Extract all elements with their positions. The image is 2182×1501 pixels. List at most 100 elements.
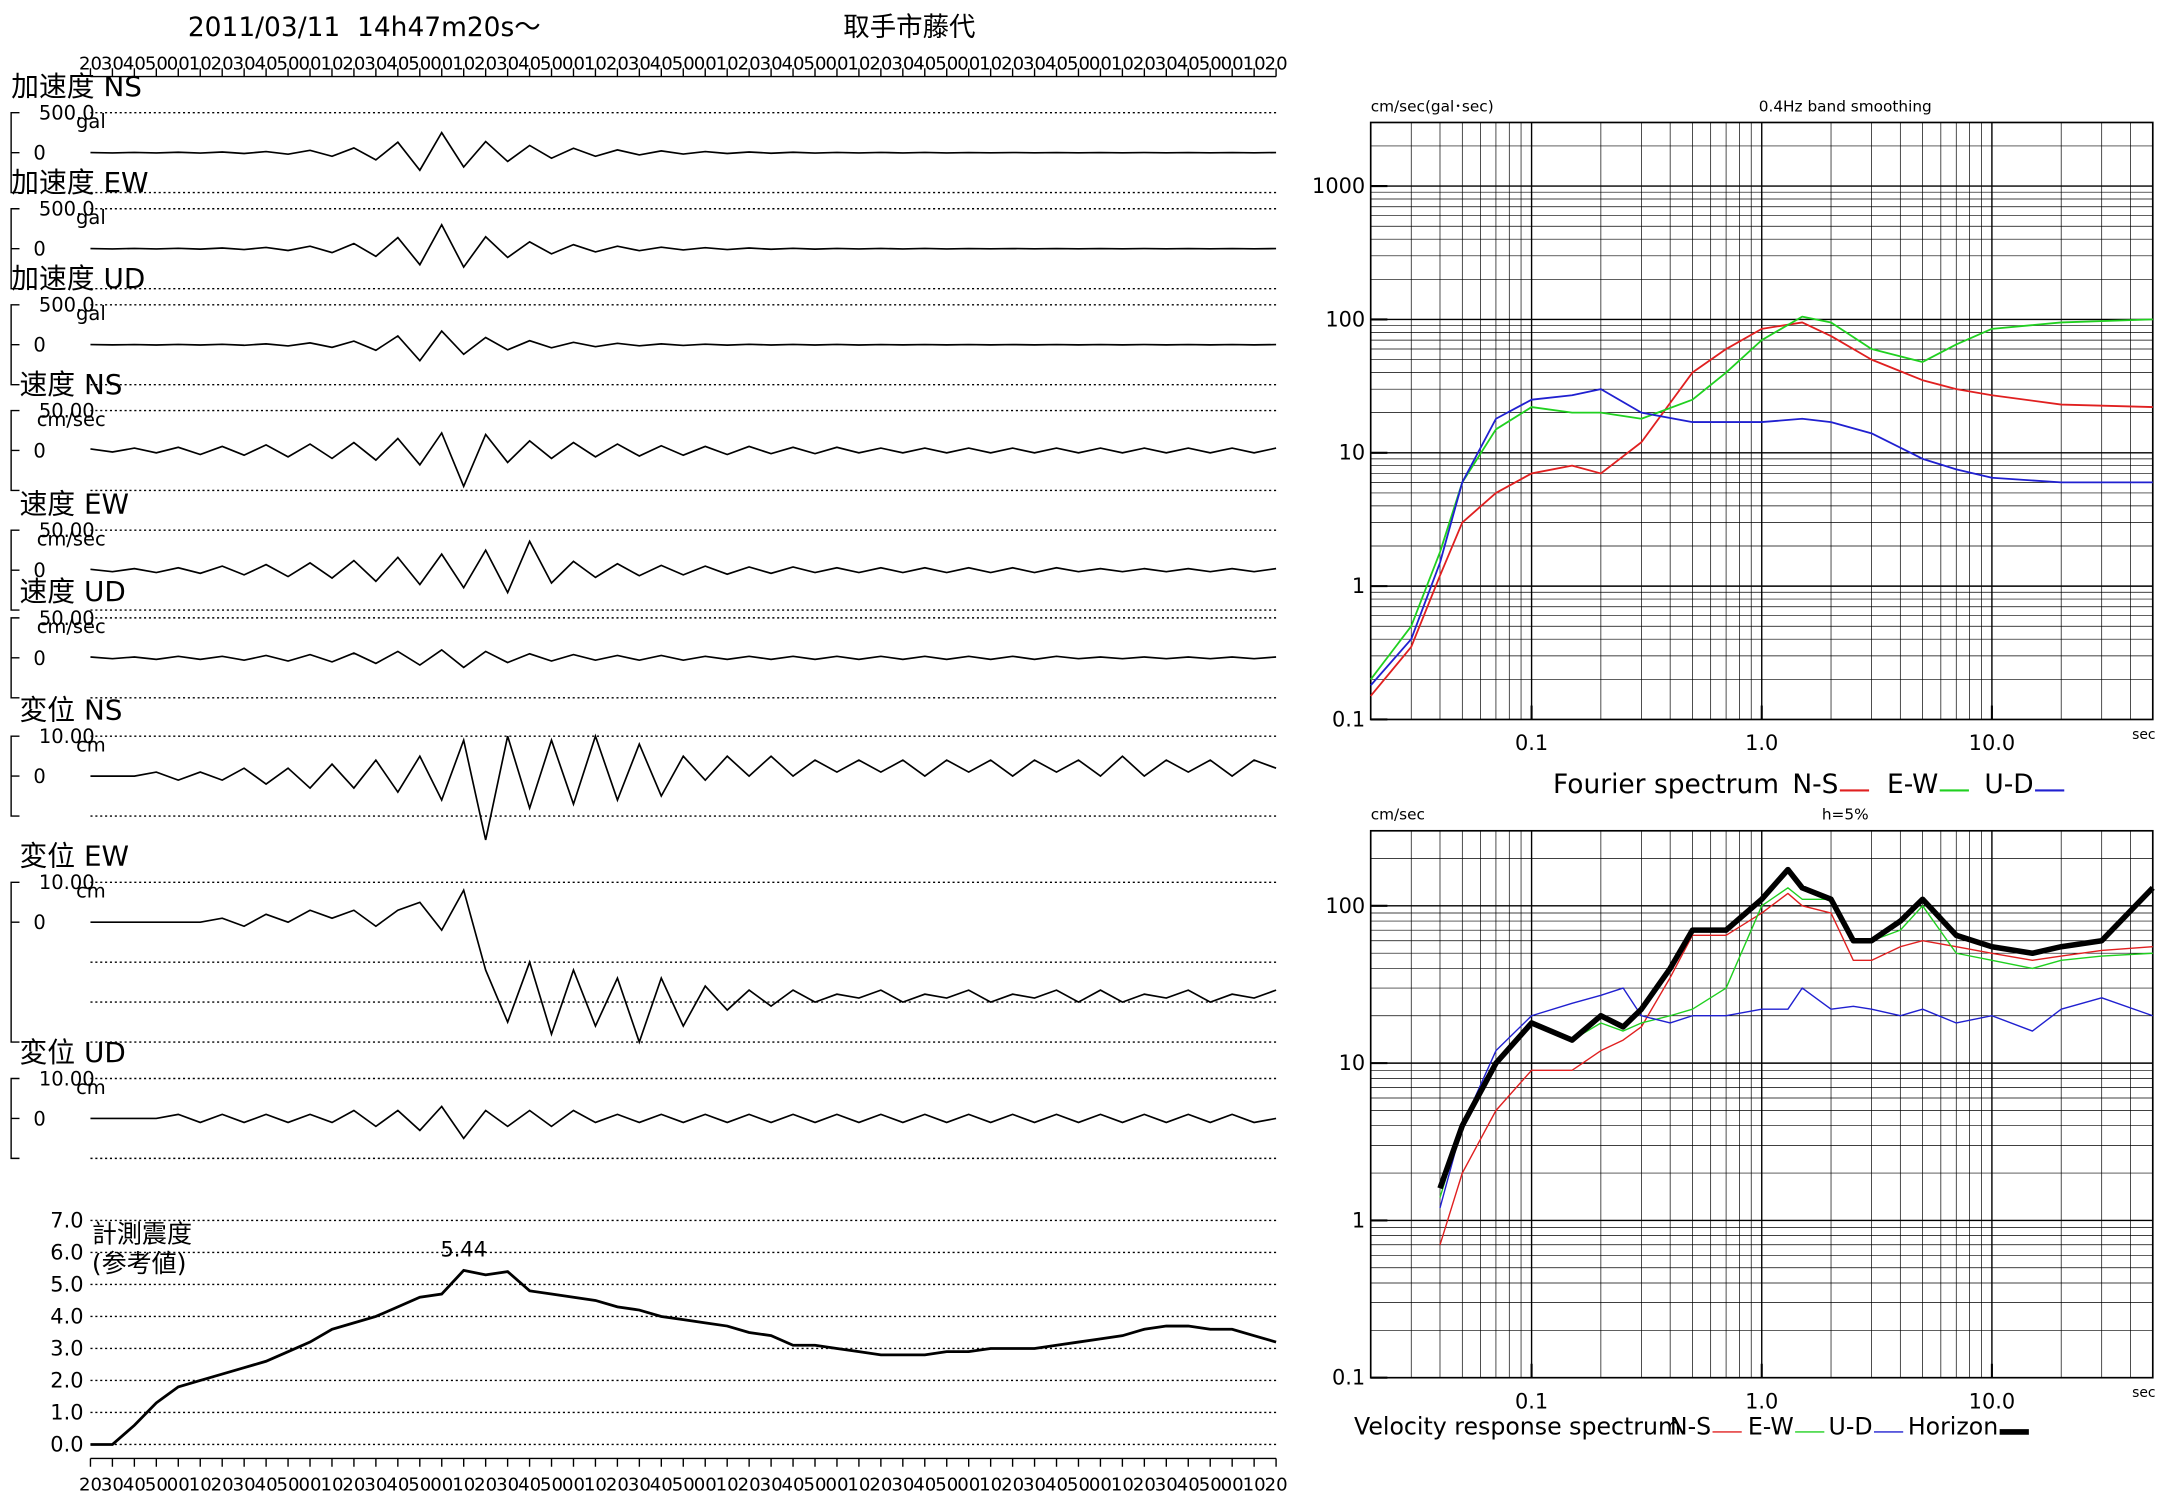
y-tick-label: 1000 xyxy=(1312,174,1365,198)
time-tick-label: 30 xyxy=(1023,1474,1046,1495)
unit-label: cm/sec xyxy=(37,408,106,431)
time-tick-label: 00 xyxy=(694,1474,717,1495)
time-tick-label: 40 xyxy=(255,54,278,75)
trace-bracket xyxy=(10,881,20,1043)
time-tick-label: 00 xyxy=(1221,54,1244,75)
x-axis-label: sec xyxy=(2132,727,2155,743)
x-tick-label: 10.0 xyxy=(1969,1389,2015,1413)
time-tick-label: 10 xyxy=(847,54,870,75)
trace-title: 変位 UD xyxy=(19,1036,125,1069)
spectrum-line xyxy=(1439,987,2154,1209)
trace-title: 加速度 UD xyxy=(11,262,145,295)
y-tick-label: 100 xyxy=(1325,307,1365,331)
time-tick-label: 30 xyxy=(364,1474,387,1495)
trace-title: 速度 NS xyxy=(19,368,122,401)
y-tick-label: 7.0 xyxy=(50,1208,83,1232)
y-tick-label: 500.0 xyxy=(39,294,95,317)
time-tick-label: 10 xyxy=(716,54,739,75)
y-tick-label: 0 xyxy=(33,1107,45,1130)
legend-title: Fourier spectrum xyxy=(1553,769,1779,800)
time-tick-label: 00 xyxy=(299,1474,322,1495)
trace-bracket xyxy=(10,735,20,817)
y-tick-label: 100 xyxy=(1325,894,1365,918)
time-tick-label: 40 xyxy=(1177,1474,1200,1495)
waveform xyxy=(90,222,1277,269)
x-tick-label: 0.1 xyxy=(1515,731,1548,755)
time-tick-label: 50 xyxy=(672,1474,695,1495)
unit-label: cm xyxy=(76,880,106,903)
time-tick-label: 10 xyxy=(1111,54,1134,75)
time-tick-label: 10 xyxy=(584,54,607,75)
chart-title: 0.4Hz band smoothing xyxy=(1759,97,1932,115)
x-tick-label: 1.0 xyxy=(1745,1389,1778,1413)
time-tick-label: 30 xyxy=(1155,54,1178,75)
trace-title: 速度 EW xyxy=(19,488,129,521)
y-tick-label: 0 xyxy=(33,334,45,357)
header-date: 2011/03/11 14h47m20s～ xyxy=(188,12,541,43)
time-tick-label: 10 xyxy=(320,1474,343,1495)
trace-bracket xyxy=(10,409,20,492)
time-tick-label: 30 xyxy=(364,54,387,75)
y-tick-label: 0.1 xyxy=(1332,1366,1365,1390)
trace-bracket xyxy=(10,617,20,699)
time-tick-label: 50 xyxy=(408,54,431,75)
time-tick-label: 20 xyxy=(1265,1474,1288,1495)
time-tick-label: 10 xyxy=(452,1474,475,1495)
trace-title: 速度 UD xyxy=(19,575,125,608)
chart-title: h=5% xyxy=(1822,806,1869,824)
time-tick-label: 40 xyxy=(782,54,805,75)
waveform xyxy=(90,539,1277,595)
time-tick-label: 40 xyxy=(1045,1474,1068,1495)
y-tick-label: 10 xyxy=(1339,1051,1366,1075)
y-axis-label: cm/sec(gal･sec) xyxy=(1371,97,1494,115)
time-tick-label: 20 xyxy=(1001,1474,1024,1495)
waveform xyxy=(90,1105,1277,1140)
time-tick-label: 20 xyxy=(606,54,629,75)
spectrum-line xyxy=(1439,887,2153,1198)
time-tick-label: 00 xyxy=(957,54,980,75)
time-tick-label: 00 xyxy=(167,54,190,75)
time-tick-label: 50 xyxy=(935,1474,958,1495)
legend-label: E-W xyxy=(1887,769,1938,800)
time-tick-label: 20 xyxy=(342,54,365,75)
time-tick-label: 30 xyxy=(760,1474,783,1495)
y-tick-label: 0 xyxy=(33,439,45,462)
time-tick-label: 00 xyxy=(562,54,585,75)
y-tick-label: 50.00 xyxy=(39,399,95,422)
time-tick-label: 10 xyxy=(189,54,212,75)
time-tick-label: 10 xyxy=(979,1474,1002,1495)
trace-title: 変位 EW xyxy=(19,840,129,873)
time-tick-label: 30 xyxy=(496,1474,519,1495)
trace-bracket xyxy=(10,208,20,290)
legend-label: Horizon xyxy=(1908,1413,1998,1441)
time-tick-label: 20 xyxy=(342,1474,365,1495)
time-tick-label: 20 xyxy=(211,1474,234,1495)
y-tick-label: 0.0 xyxy=(50,1432,83,1456)
time-tick-label: 00 xyxy=(430,1474,453,1495)
time-tick-label: 50 xyxy=(1199,54,1222,75)
y-tick-label: 0 xyxy=(33,911,45,934)
time-tick-label: 50 xyxy=(408,1474,431,1495)
unit-label: cm/sec xyxy=(37,615,106,638)
time-tick-label: 20 xyxy=(1001,54,1024,75)
unit-label: cm/sec xyxy=(37,528,106,551)
spectrum-line xyxy=(1437,866,2155,1190)
time-tick-label: 20 xyxy=(738,54,761,75)
y-tick-label: 1.0 xyxy=(50,1400,83,1424)
header-station: 取手市藤代 xyxy=(843,12,975,43)
waveform xyxy=(90,329,1277,363)
time-tick-label: 30 xyxy=(101,54,124,75)
y-tick-label: 1 xyxy=(1352,574,1365,598)
x-tick-label: 10.0 xyxy=(1969,731,2015,755)
time-tick-label: 40 xyxy=(123,1474,146,1495)
time-tick-label: 50 xyxy=(540,54,563,75)
legend-label: U-D xyxy=(1829,1413,1873,1441)
time-tick-label: 50 xyxy=(1199,1474,1222,1495)
legend-label: N-S xyxy=(1792,769,1838,800)
y-tick-label: 0.1 xyxy=(1332,707,1365,731)
time-tick-label: 10 xyxy=(189,1474,212,1495)
time-tick-label: 30 xyxy=(628,54,651,75)
time-tick-label: 50 xyxy=(145,54,168,75)
y-tick-label: 10.00 xyxy=(39,725,95,748)
trace-bracket xyxy=(10,529,20,611)
